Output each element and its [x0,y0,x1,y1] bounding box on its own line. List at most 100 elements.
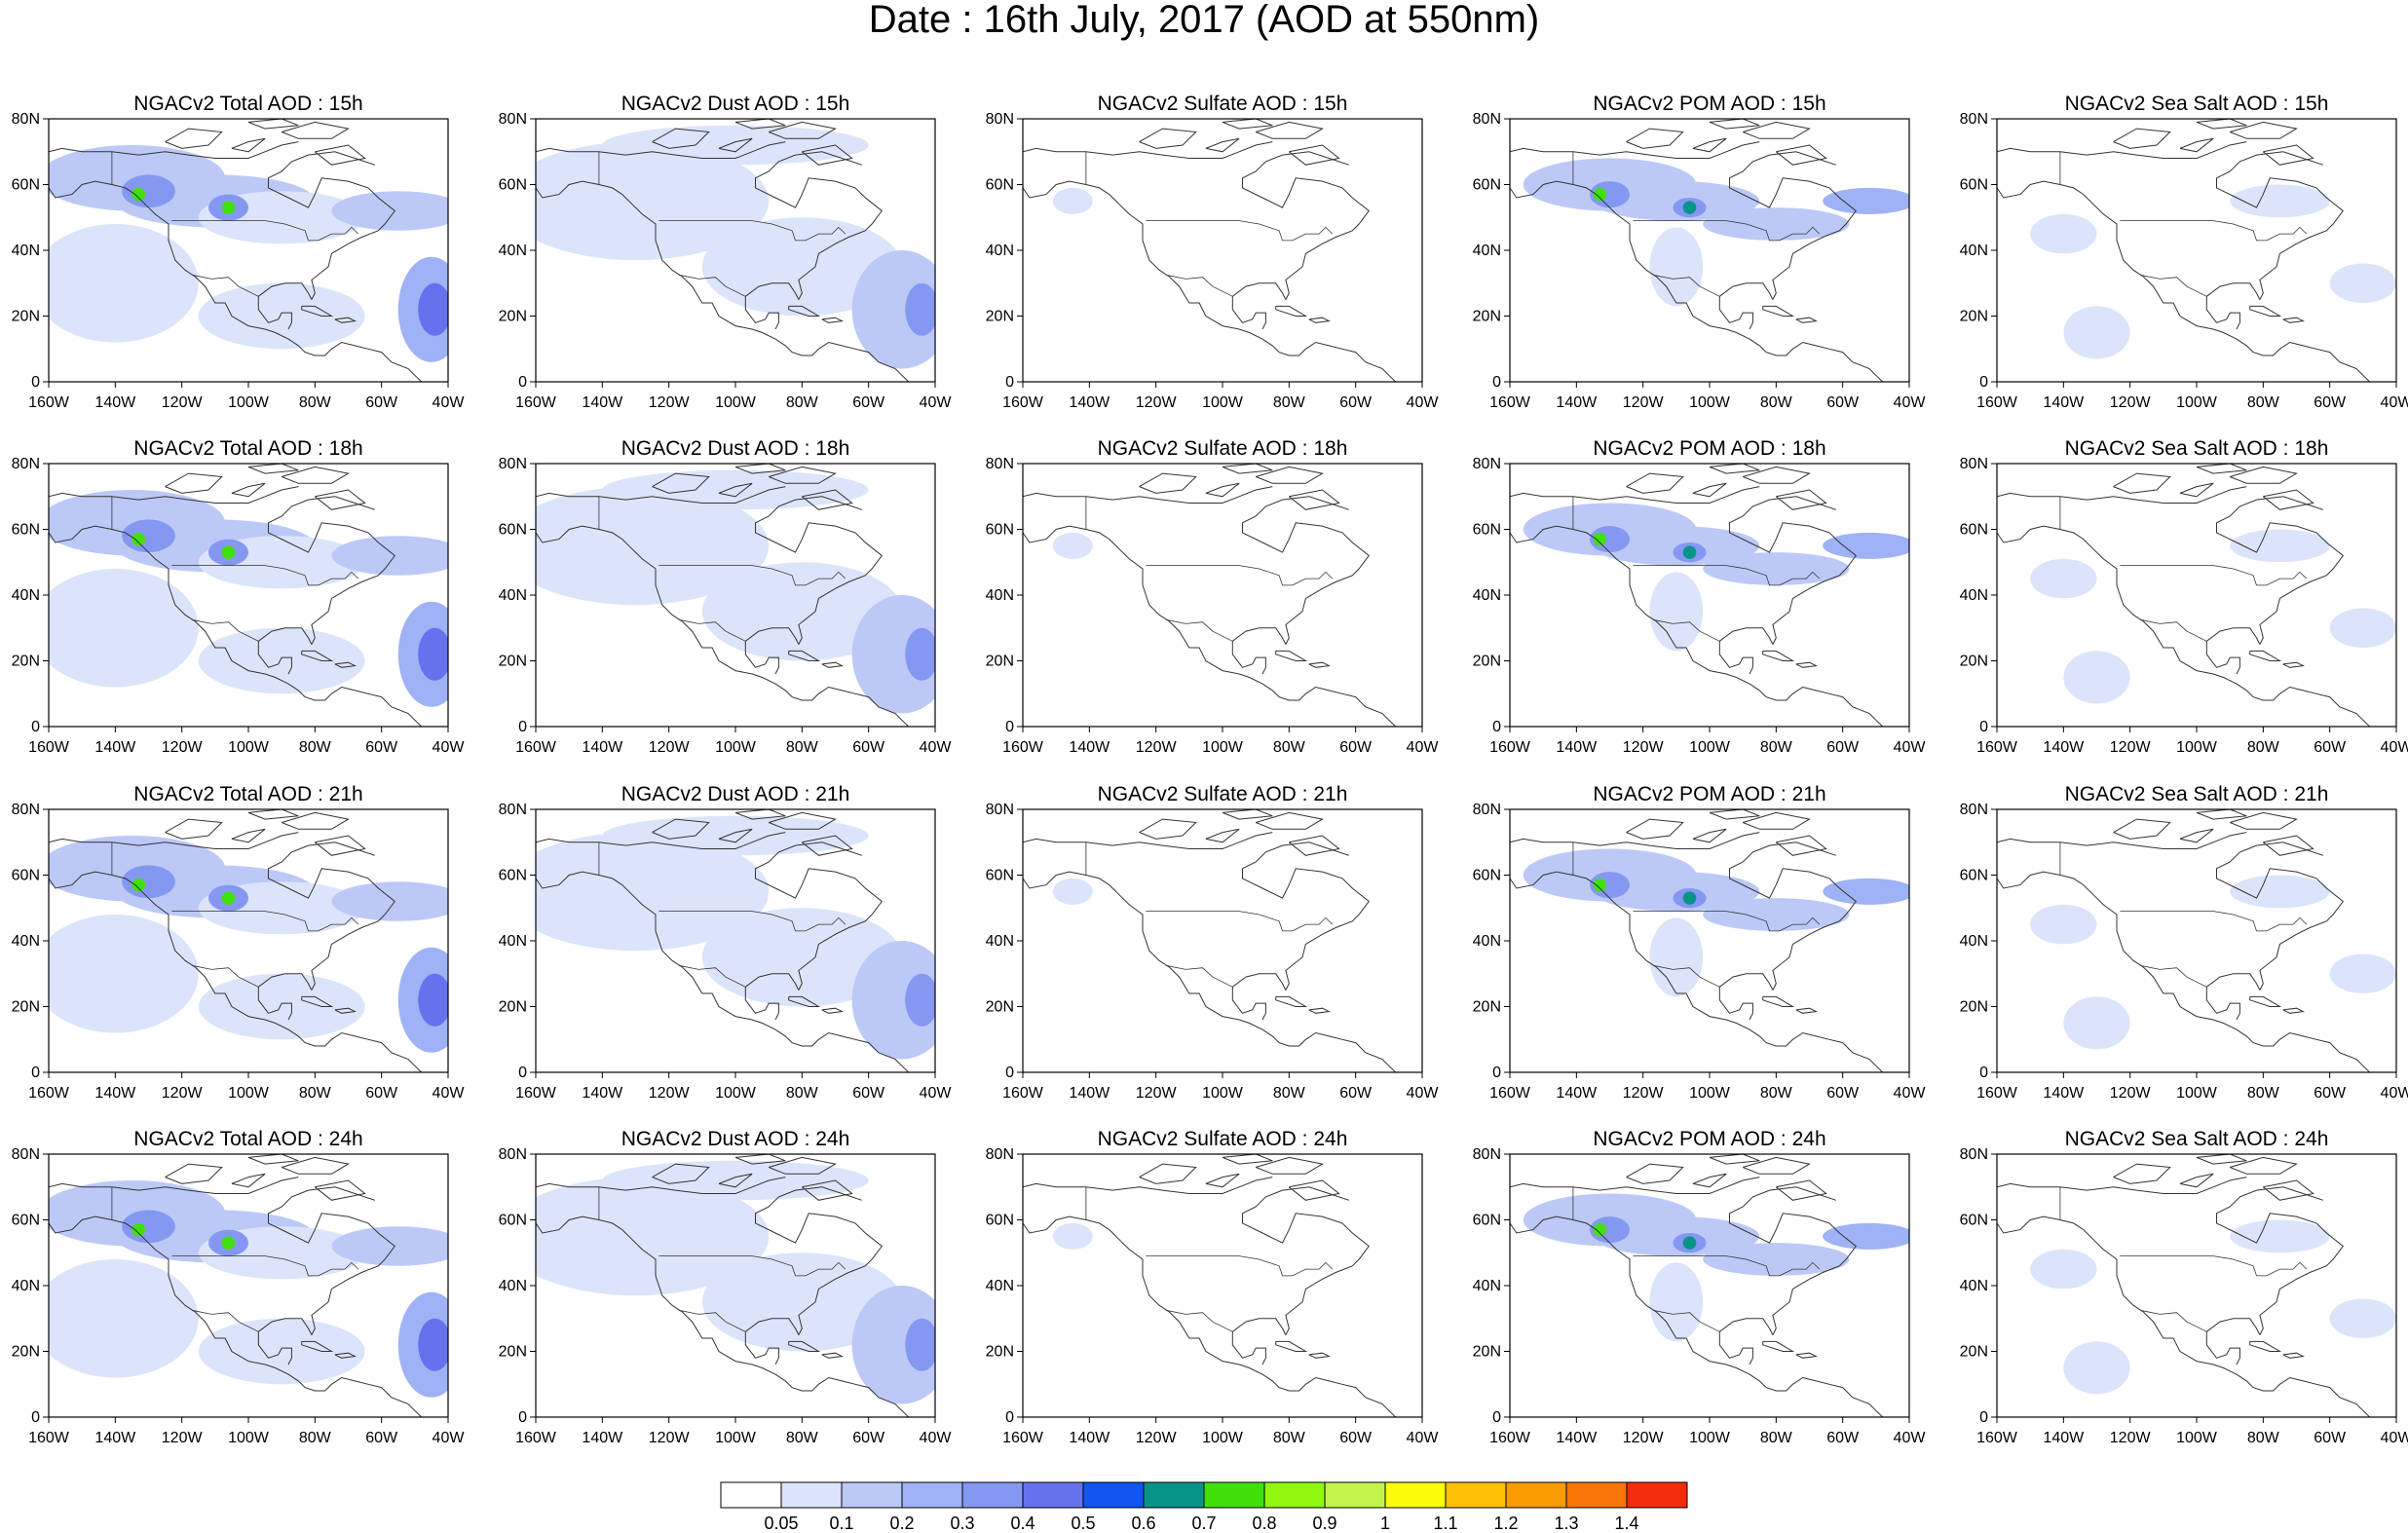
coastline [1231,1331,1266,1365]
x-tick-label: 120W [2110,394,2152,411]
coastline [49,1177,299,1194]
coastline [1288,144,1340,166]
coastline [1718,1331,1753,1365]
border-line [678,1309,746,1332]
coastline [49,180,423,382]
x-tick-label: 80W [299,739,332,756]
coastline [1139,818,1197,840]
x-tick-label: 40W [1407,394,1440,411]
coastline [1743,1156,1811,1175]
aod-region [132,1222,146,1237]
coastline [821,317,845,323]
y-tick-label: 60N [1960,868,1988,884]
x-tick-label: 160W [1489,394,1531,411]
aod-region [1052,532,1093,559]
aod-region [851,250,935,369]
x-tick-label: 40W [920,1430,953,1446]
aod-region [49,915,199,1033]
x-tick-label: 40W [433,1085,466,1102]
x-tick-label: 140W [1069,739,1110,756]
border-line [171,565,359,586]
y-tick-label: 20N [499,999,527,1016]
coastline [1775,835,1827,856]
y-tick-label: 40N [1473,243,1501,259]
coastline [652,1163,710,1184]
coastline [801,144,853,166]
coastline [734,1154,786,1165]
x-tick-label: 160W [28,739,70,756]
x-tick-label: 40W [2381,394,2408,411]
y-tick-label: 60N [986,177,1014,194]
coastline [334,317,357,323]
y-tick-label: 80N [1473,1146,1501,1163]
coastline [1023,141,1273,159]
aod-region [198,973,365,1040]
y-tick-label: 60N [12,1213,40,1229]
x-tick-label: 140W [2043,1085,2085,1102]
y-tick-label: 20N [1960,309,1988,325]
x-tick-label: 100W [1202,1085,1244,1102]
x-tick-label: 120W [162,1430,204,1446]
panel-title: NGACv2 POM AOD : 18h [1593,437,1826,460]
panel-title: NGACv2 Total AOD : 15h [133,93,363,115]
x-tick-label: 80W [1273,739,1306,756]
coastline [2249,305,2282,317]
x-tick-label: 40W [2381,1085,2408,1102]
y-tick-label: 60N [1473,177,1501,194]
coastline [801,835,853,856]
x-tick-label: 40W [2381,1430,2408,1446]
coastline [247,119,299,130]
coastline [821,1352,845,1359]
coastline [734,809,786,820]
coastline [718,1173,753,1188]
coastline [1205,828,1240,843]
aod-region [602,1160,869,1201]
coastline [1626,1163,1684,1184]
coastline [1743,811,1811,830]
x-tick-label: 60W [852,739,885,756]
map-plot: 160W 140W 120W 100W 80W 60W 40W 0 20N 40N 60N 80N [1960,802,2408,1102]
y-tick-label: 80N [499,802,527,818]
coastline [2230,1156,2298,1175]
coastline [49,486,299,504]
coastline [231,1173,266,1188]
coastline [1626,128,1684,149]
coastline [2205,641,2240,675]
x-tick-label: 80W [786,1430,819,1446]
panel-title: NGACv2 Sulfate AOD : 15h [1097,93,1348,115]
x-tick-label: 40W [433,394,466,411]
y-tick-label: 80N [12,802,40,818]
coastline [2206,282,2261,300]
coastline [1222,464,1273,474]
x-tick-label: 120W [1136,1430,1178,1446]
x-tick-label: 160W [1002,739,1044,756]
aod-field [1023,809,1422,1072]
y-tick-label: 0 [1492,374,1501,391]
coastline [744,1331,779,1365]
y-tick-label: 60N [12,177,40,194]
x-tick-label: 140W [1556,394,1598,411]
x-tick-label: 40W [1407,1085,1440,1102]
x-tick-label: 120W [1136,394,1178,411]
coastline [1023,525,1397,727]
coastline [2113,818,2171,840]
x-tick-label: 140W [1069,394,1110,411]
coastline [49,525,423,727]
coastline [1626,818,1684,840]
y-tick-label: 60N [1473,1213,1501,1229]
panel-title: NGACv2 Sea Salt AOD : 18h [2064,437,2329,460]
x-tick-label: 40W [1894,394,1927,411]
x-tick-label: 100W [228,739,270,756]
x-tick-label: 100W [715,739,757,756]
coastline [2249,650,2282,661]
border-line [1146,911,1334,932]
x-tick-label: 160W [1976,1085,2018,1102]
coastline [744,296,779,330]
coastline [1510,832,1760,849]
x-tick-label: 80W [2247,739,2280,756]
x-tick-label: 160W [515,394,557,411]
border-line [658,911,847,932]
x-tick-label: 80W [2247,394,2280,411]
x-tick-label: 80W [1273,1430,1306,1446]
coastline [2179,482,2214,498]
